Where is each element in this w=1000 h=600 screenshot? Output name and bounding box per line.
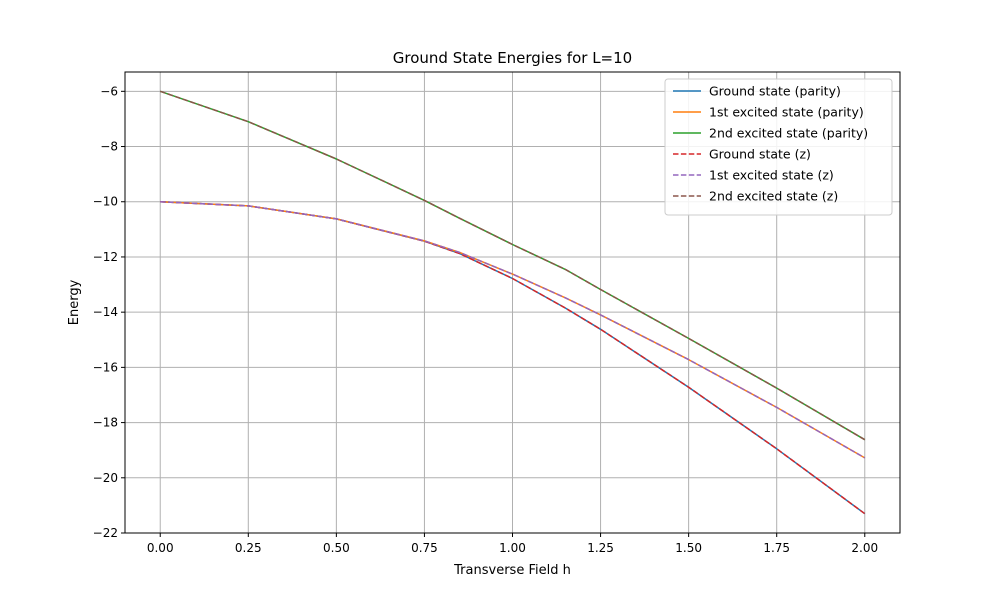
x-tick-label: 0.25 [235, 541, 262, 555]
y-tick-label: −20 [93, 471, 118, 485]
x-tick-label: 1.50 [675, 541, 702, 555]
y-tick-label: −12 [93, 250, 118, 264]
legend-label: Ground state (z) [709, 147, 811, 162]
legend-label: 2nd excited state (z) [709, 189, 838, 204]
legend-label: 2nd excited state (parity) [709, 126, 868, 141]
legend-label: 1st excited state (z) [709, 168, 834, 183]
x-axis-label: Transverse Field h [453, 563, 571, 578]
y-tick-label: −6 [100, 84, 118, 98]
tick-layer: 0.00 0.25 0.50 0.75 1.00 1.25 1.50 1.75 2.00 −22 −… [93, 84, 878, 555]
x-tick-label: 2.00 [851, 541, 878, 555]
y-tick-label: −10 [93, 195, 118, 209]
y-tick-label: −18 [93, 416, 118, 430]
y-tick-label: −16 [93, 360, 118, 374]
legend: Ground state (parity) 1st excited state (… [664, 78, 893, 216]
series-line-5 [160, 200, 866, 459]
x-tick-label: 1.00 [499, 541, 526, 555]
legend-box [664, 78, 893, 216]
series-line-6 [159, 90, 866, 441]
x-tick-label: 1.25 [587, 541, 614, 555]
chart-title: Ground State Energies for L=10 [393, 49, 632, 67]
y-tick-label: −14 [93, 305, 118, 319]
x-tick-label: 0.75 [411, 541, 438, 555]
y-tick-label: −8 [100, 140, 118, 154]
grid-layer [125, 72, 900, 534]
y-axis-label: Energy [67, 279, 82, 325]
legend-label: 1st excited state (parity) [709, 105, 864, 120]
legend-label: Ground state (parity) [709, 84, 841, 99]
y-tick-label: −22 [93, 526, 118, 540]
x-tick-label: 0.00 [147, 541, 174, 555]
series-layer [159, 90, 866, 515]
x-tick-label: 1.75 [763, 541, 790, 555]
x-tick-label: 0.50 [323, 541, 350, 555]
